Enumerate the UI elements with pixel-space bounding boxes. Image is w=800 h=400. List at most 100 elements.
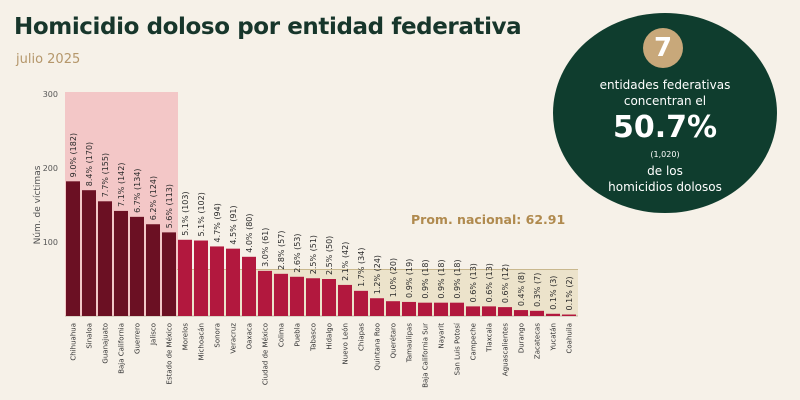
bar	[226, 248, 240, 316]
bar	[450, 302, 464, 316]
bar-value-label: 1.2% (24)	[373, 255, 382, 294]
bar-value-label: 0.9% (19)	[405, 259, 414, 298]
bar-value-label: 0.4% (8)	[517, 272, 526, 306]
bar	[146, 224, 160, 316]
bar-value-label: 8.4% (170)	[85, 142, 94, 186]
bar	[210, 246, 224, 316]
states-count-badge: 7	[643, 28, 683, 68]
bar-value-label: 6.7% (134)	[133, 168, 142, 212]
x-tick-label: Baja California	[118, 323, 126, 374]
bar	[338, 284, 352, 316]
callout-percentage: 50.7%	[612, 110, 718, 145]
bar	[178, 239, 192, 316]
x-tick-label: Campeche	[470, 323, 478, 360]
callout-text-line4: homicidios dolosos	[608, 180, 722, 194]
bar-value-label: 2.1% (42)	[341, 242, 350, 281]
bar	[274, 273, 288, 316]
x-tick-label: Nuevo León	[342, 323, 350, 364]
x-tick-label: Coahuila	[566, 323, 574, 354]
national-average-label: Prom. nacional: 62.91	[411, 212, 565, 227]
bar-value-label: 4.5% (91)	[229, 205, 238, 244]
x-tick-label: Estado de México	[166, 323, 174, 384]
bar	[498, 307, 512, 316]
bar-value-label: 7.7% (155)	[101, 153, 110, 197]
bar-value-label: 5.1% (102)	[197, 192, 206, 236]
chart-subtitle: julio 2025	[16, 52, 81, 67]
x-tick-label: Nayarit	[438, 323, 446, 349]
callout-total: (1,020)	[650, 150, 680, 159]
y-tick-label: 100	[43, 238, 58, 247]
bar-value-label: 2.5% (50)	[325, 236, 334, 275]
bar-value-label: 0.9% (18)	[453, 259, 462, 298]
bar	[466, 306, 480, 316]
bar-value-label: 0.3% (7)	[533, 273, 542, 307]
y-tick-label: 300	[43, 90, 58, 99]
bar	[82, 190, 96, 316]
bar-value-label: 0.9% (18)	[421, 259, 430, 298]
y-axis-title: Núm. de víctimas	[33, 165, 43, 244]
x-tick-label: Tlaxcala	[486, 323, 494, 353]
bar	[66, 181, 80, 316]
bar	[530, 310, 544, 316]
bar	[370, 298, 384, 316]
x-tick-label: San Luis Potosí	[454, 322, 462, 375]
bar-value-label: 1.0% (20)	[389, 258, 398, 297]
bar	[258, 270, 272, 316]
callout-text-line3: de los	[647, 164, 683, 178]
callout-text-line2: concentran el	[623, 94, 707, 108]
x-tick-label: Puebla	[294, 323, 302, 347]
x-tick-label: Veracruz	[230, 323, 238, 354]
bar-labels: 9.0% (182) 8.4% (170) 7.7% (155) 7.1% (142)…	[69, 133, 574, 311]
y-tick-label: 200	[43, 164, 58, 173]
bar	[482, 306, 496, 316]
bar-value-label: 9.0% (182)	[69, 133, 78, 177]
bar	[114, 210, 128, 316]
bar	[402, 301, 416, 316]
x-tick-label: Ciudad de México	[262, 323, 270, 385]
bar-value-label: 3.0% (61)	[261, 228, 270, 267]
bar-value-label: 2.6% (53)	[293, 233, 302, 272]
bar	[434, 302, 448, 316]
bar-value-label: 2.5% (51)	[309, 235, 318, 274]
bar-value-label: 2.8% (57)	[277, 231, 286, 270]
bar	[162, 232, 176, 316]
x-tick-label: Morelos	[182, 323, 190, 351]
summary-callout: 7 entidades federativas concentran el 50…	[553, 13, 777, 213]
x-tick-label: Baja California Sur	[422, 323, 430, 388]
bar	[562, 314, 576, 316]
bar	[514, 310, 528, 316]
bar-value-label: 4.7% (94)	[213, 203, 222, 242]
callout-text-line1: entidades federativas	[599, 78, 731, 92]
bar-value-label: 1.7% (34)	[357, 248, 366, 287]
bar	[354, 290, 368, 316]
x-tick-label: Chihuahua	[70, 323, 78, 361]
x-tick-label: Sinaloa	[86, 323, 94, 349]
bar	[386, 301, 400, 316]
x-tick-label: Oaxaca	[246, 323, 254, 349]
x-tick-label: Aguascalientes	[502, 323, 510, 376]
x-tick-label: Sonora	[214, 323, 222, 348]
x-tick-label: Chiapas	[358, 323, 366, 351]
x-tick-label: Querétaro	[390, 323, 398, 358]
x-tick-label: Colima	[278, 323, 286, 347]
x-tick-label: Michoacán	[198, 323, 206, 360]
bar-value-label: 0.6% (13)	[469, 263, 478, 302]
bar-value-label: 4.0% (80)	[245, 214, 254, 253]
bar-value-label: 6.2% (124)	[149, 176, 158, 220]
bar-value-label: 7.1% (142)	[117, 163, 126, 207]
bar-value-label: 0.6% (12)	[501, 264, 510, 303]
x-tick-label: Yucatán	[550, 323, 558, 352]
bar	[546, 313, 560, 316]
x-tick-label: Hidalgo	[326, 323, 334, 350]
x-tick-label: Zacatecas	[534, 323, 542, 359]
bar-value-label: 5.6% (113)	[165, 184, 174, 228]
x-tick-label: Guanajuato	[102, 323, 110, 364]
bar	[242, 256, 256, 316]
bar-value-label: 0.9% (18)	[437, 259, 446, 298]
bar	[290, 276, 304, 316]
bar-value-label: 0.1% (3)	[549, 276, 558, 310]
bar-value-label: 0.1% (2)	[565, 276, 574, 310]
bar-value-label: 0.6% (13)	[485, 263, 494, 302]
x-tick-label: Tabasco	[310, 323, 318, 352]
